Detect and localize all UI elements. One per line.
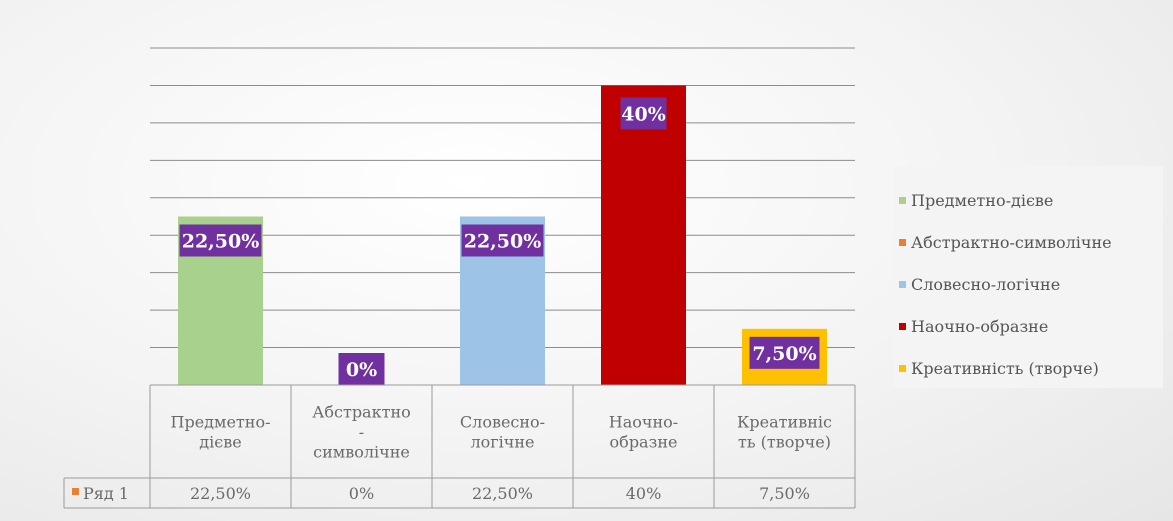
data-label-bg-2 — [461, 224, 544, 257]
series-name: Ряд 1 — [83, 484, 129, 503]
table-value-2: 22,50% — [472, 484, 533, 503]
category-label-3: Наочно- — [609, 413, 678, 432]
table-value-0: 22,50% — [190, 484, 251, 503]
data-label-bg-1 — [338, 353, 385, 385]
legend-swatch-0 — [899, 196, 906, 204]
category-label-2: логічне — [470, 433, 534, 452]
category-label-2: Словесно- — [460, 413, 545, 432]
data-label-bg-3 — [620, 97, 667, 130]
data-label-bg-4 — [749, 336, 820, 369]
legend-item-1: Абстрактно-символічне — [899, 231, 1112, 253]
category-label-3: образне — [610, 433, 678, 452]
data-table: Предметно-дієве Абстрактно-символічне Слов… — [63, 384, 856, 509]
legend-item-0: Предметно-дієве — [899, 189, 1053, 211]
data-label-1: 0% — [338, 353, 385, 385]
category-label-4: ть (творче) — [738, 433, 831, 452]
legend-label-4: Креативність (творче) — [911, 358, 1099, 378]
category-label-0: Предметно- — [171, 413, 271, 432]
data-label-text-0: 22,50% — [182, 231, 260, 253]
category-label-0: дієве — [199, 433, 241, 452]
legend-item-4: Креативність (творче) — [899, 357, 1099, 379]
table-value-4: 7,50% — [759, 484, 810, 503]
category-label-1: Абстрактно — [312, 403, 411, 422]
data-label-0: 22,50% — [179, 224, 262, 257]
category-label-1: символічне — [313, 443, 410, 462]
category-label-4: Креативніс — [737, 413, 832, 432]
table-value-1: 0% — [349, 484, 374, 503]
legend-item-2: Словесно-логічне — [899, 273, 1060, 295]
gridlines — [150, 47, 855, 349]
data-label-3: 40% — [620, 97, 667, 130]
table-value-3: 40% — [626, 484, 662, 503]
data-label-text-3: 40% — [621, 103, 666, 125]
legend: Предметно-дієве Абстрактно-символічне Сл… — [893, 166, 1163, 388]
bar-3 — [601, 85, 686, 385]
data-label-bg-0 — [179, 224, 262, 257]
legend-label-0: Предметно-дієве — [911, 190, 1054, 210]
data-label-2: 22,50% — [461, 224, 544, 257]
legend-label-2: Словесно-логічне — [911, 274, 1061, 294]
legend-swatch-3 — [899, 322, 906, 330]
legend-label-3: Наочно-образне — [911, 316, 1049, 336]
data-label-4: 7,50% — [749, 336, 820, 369]
legend-swatch-2 — [899, 280, 906, 288]
data-label-text-2: 22,50% — [464, 231, 542, 253]
series-marker — [72, 488, 79, 495]
data-label-text-1: 0% — [346, 359, 377, 381]
data-label-text-4: 7,50% — [752, 343, 816, 365]
legend-label-1: Абстрактно-символічне — [911, 232, 1112, 252]
legend-item-3: Наочно-образне — [899, 315, 1048, 337]
legend-swatch-1 — [899, 238, 906, 246]
legend-swatch-4 — [899, 364, 906, 372]
category-label-1: - — [359, 423, 364, 442]
data-labels: 22,50% 0% 22,50% 40% 7,50% — [179, 97, 820, 385]
